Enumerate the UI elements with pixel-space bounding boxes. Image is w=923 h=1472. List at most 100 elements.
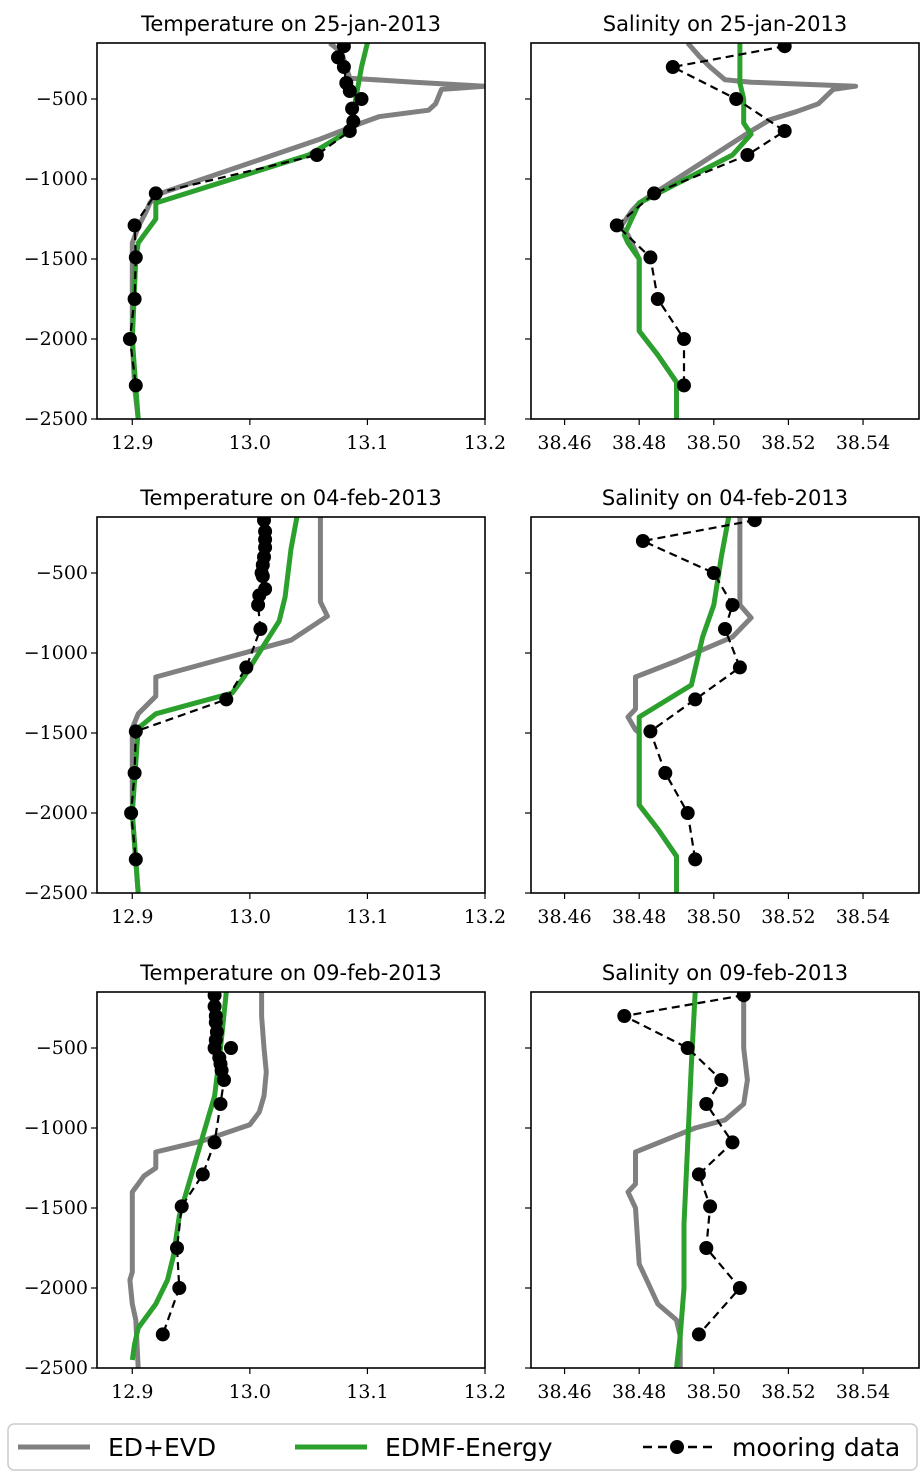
series-mooring-data-point xyxy=(691,1327,706,1342)
x-tick-label: 38.46 xyxy=(537,906,591,928)
chart-panel-6: Salinity on 09-feb-2013 38.46 38.48 38.50 38… xyxy=(525,961,920,1403)
x-tick-label: 38.54 xyxy=(836,906,890,928)
series-edmf-energy-line xyxy=(129,517,300,893)
series-mooring-data-point xyxy=(195,1167,210,1182)
legend-edmf-energy-label: EDMF-Energy xyxy=(385,1433,553,1462)
series-mooring-data-point xyxy=(740,148,755,162)
x-tick-label: 38.46 xyxy=(537,1381,591,1403)
x-tick-label: 38.48 xyxy=(612,906,666,928)
series-mooring-data-point xyxy=(650,292,665,306)
series-mooring-data-point xyxy=(688,852,703,867)
series-mooring-data-point xyxy=(336,43,351,54)
series-mooring-data-point xyxy=(354,92,369,106)
series-mooring-data-point xyxy=(155,1327,170,1342)
series-mooring-data-point xyxy=(124,806,139,820)
x-tick-label: 13.0 xyxy=(229,1381,271,1403)
series-mooring-data-point xyxy=(706,566,721,580)
series-mooring-data-point xyxy=(680,1041,695,1055)
y-tick-label: −2500 xyxy=(24,1357,88,1379)
series-mooring-data-point xyxy=(128,378,143,393)
series-mooring-data-point xyxy=(217,1073,231,1087)
y-tick-label: −2000 xyxy=(24,802,88,824)
series-mooring-data-point xyxy=(128,852,143,867)
x-tick-label: 13.2 xyxy=(464,1381,506,1403)
series-mooring-data-point xyxy=(699,1241,714,1255)
series-mooring-data-point xyxy=(729,92,744,106)
axes-frame xyxy=(96,991,486,1369)
series-mooring-data-point xyxy=(777,43,792,54)
series-mooring-data-line xyxy=(615,45,786,386)
y-tick-label: −1000 xyxy=(24,1117,88,1139)
y-tick-label: −2500 xyxy=(24,882,88,904)
series-mooring-data-point xyxy=(127,766,142,780)
series-edmf-energy-line xyxy=(129,992,229,1361)
legend-mooring-label: mooring data xyxy=(732,1433,900,1462)
legend-frame xyxy=(7,1423,918,1471)
series-mooring-data-point xyxy=(128,724,143,739)
series-mooring-data-point xyxy=(617,1009,632,1023)
series-mooring-data-point xyxy=(309,148,324,162)
x-tick-label: 13.1 xyxy=(346,1381,388,1403)
x-tick-label: 38.46 xyxy=(537,432,591,454)
x-tick-label: 12.9 xyxy=(111,906,153,928)
series-mooring-data-point xyxy=(677,378,691,393)
series-mooring-data-point xyxy=(342,124,357,138)
series-mooring-data-point xyxy=(122,332,137,346)
series-mooring-data-point xyxy=(128,250,143,265)
chart-panel-5: Temperature on 09-feb-2013 12.9 13.0 13.1 13… xyxy=(24,961,506,1403)
y-tick-label: −1500 xyxy=(24,248,88,270)
series-mooring-data-point xyxy=(732,660,747,675)
chart-title: Salinity on 04-feb-2013 xyxy=(602,486,848,510)
series-mooring-data-point xyxy=(677,332,691,346)
series-mooring-data-point xyxy=(148,186,163,201)
y-tick-label: −1500 xyxy=(24,1197,88,1219)
x-tick-label: 13.1 xyxy=(346,906,388,928)
series-mooring-data-point xyxy=(643,250,658,265)
x-tick-label: 12.9 xyxy=(111,432,153,454)
series-mooring-data-point xyxy=(714,1073,729,1087)
y-tick-label: −500 xyxy=(36,562,88,584)
axes-frame xyxy=(96,516,486,894)
x-tick-label: 38.54 xyxy=(836,432,890,454)
series-mooring-data-point xyxy=(224,1041,238,1055)
y-tick-label: −1500 xyxy=(24,722,88,744)
series-mooring-data-point xyxy=(718,622,732,636)
chart-panel-2: Salinity on 25-jan-2013 38.46 38.48 38.50 38… xyxy=(525,12,920,454)
series-mooring-data-point xyxy=(219,692,234,707)
chart-title: Temperature on 04-feb-2013 xyxy=(139,486,442,510)
x-tick-label: 38.50 xyxy=(687,1381,741,1403)
series-edmf-energy-line xyxy=(621,43,754,419)
series-mooring-data-point xyxy=(732,1281,747,1295)
x-tick-label: 13.0 xyxy=(229,432,271,454)
series-mooring-data-point xyxy=(725,1135,740,1150)
series-mooring-data-point xyxy=(688,692,703,707)
series-mooring-data-point xyxy=(207,1135,222,1150)
series-mooring-data-point xyxy=(747,517,762,528)
series-mooring-data-point xyxy=(127,292,142,306)
series-ed-evd-line xyxy=(625,517,754,893)
x-tick-label: 38.50 xyxy=(687,432,741,454)
y-tick-label: −500 xyxy=(36,1037,88,1059)
chart-panel-3: Temperature on 04-feb-2013 12.9 13.0 13.1 13… xyxy=(24,486,506,928)
series-mooring-data-point xyxy=(174,1199,189,1214)
series-mooring-data-point xyxy=(609,218,624,233)
series-mooring-data-point xyxy=(680,806,695,820)
series-ed-evd-line xyxy=(127,992,269,1368)
x-tick-label: 38.52 xyxy=(761,1381,815,1403)
series-ed-evd-line xyxy=(129,43,485,419)
series-mooring-data-point xyxy=(643,724,658,739)
y-tick-label: −2000 xyxy=(24,1277,88,1299)
y-tick-label: −1000 xyxy=(24,168,88,190)
series-mooring-data-line xyxy=(130,520,267,860)
axes-frame xyxy=(530,991,920,1369)
x-tick-label: 38.52 xyxy=(761,432,815,454)
x-tick-label: 13.2 xyxy=(464,432,506,454)
series-mooring-data-point xyxy=(336,60,351,74)
x-tick-label: 13.1 xyxy=(346,432,388,454)
chart-title: Temperature on 25-jan-2013 xyxy=(140,12,441,36)
chart-title: Salinity on 25-jan-2013 xyxy=(603,12,848,36)
series-mooring-data-point xyxy=(736,992,751,1003)
axes-frame xyxy=(530,516,920,894)
chart-title: Salinity on 09-feb-2013 xyxy=(602,961,848,985)
series-mooring-data-point xyxy=(251,598,266,612)
